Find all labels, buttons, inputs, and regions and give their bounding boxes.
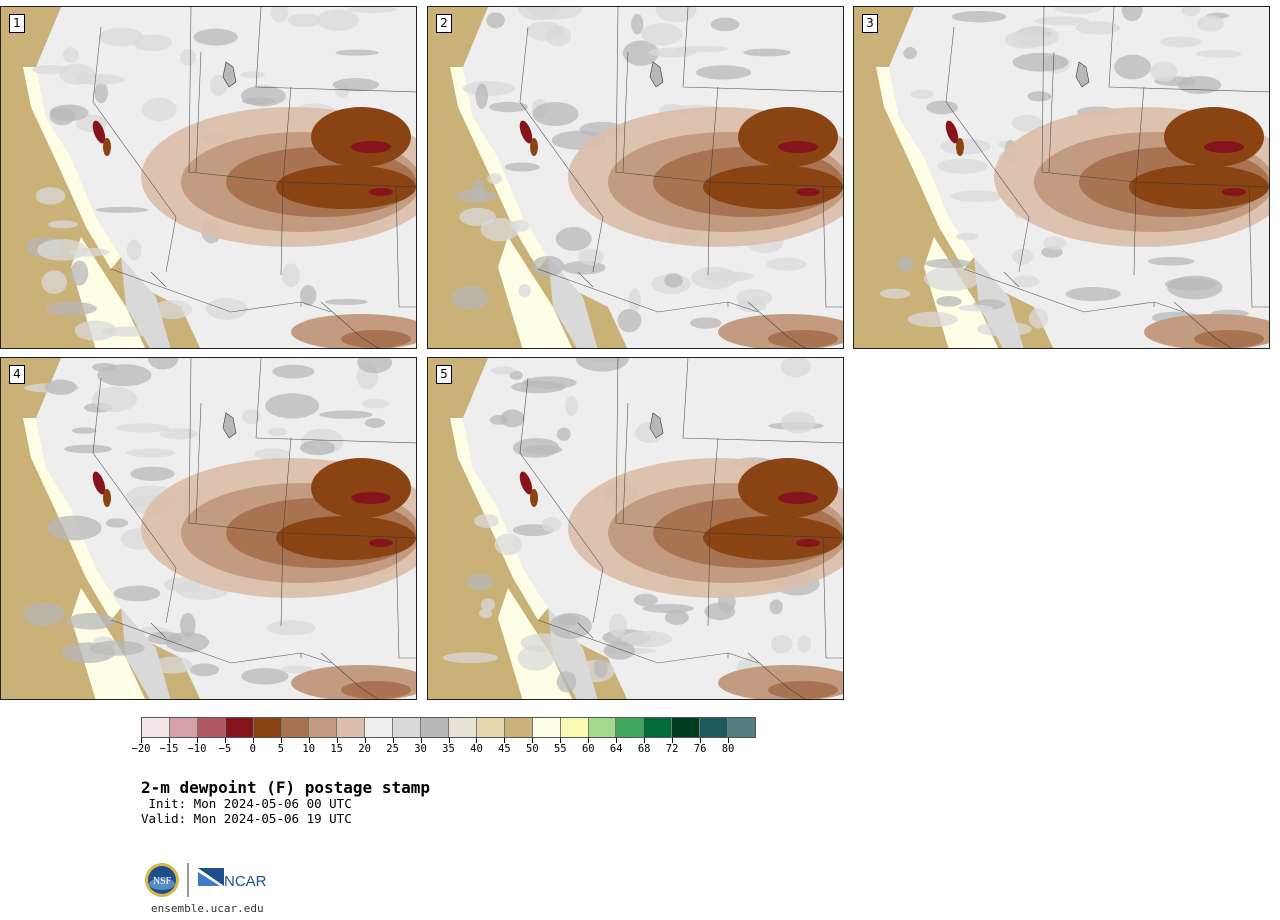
colorbar-tick <box>420 738 422 743</box>
dewpoint-map <box>1 7 416 348</box>
colorbar-swatch <box>337 718 366 737</box>
colorbar-swatch <box>504 718 533 737</box>
colorbar-swatch <box>281 718 310 737</box>
colorbar-tick-label: 40 <box>470 743 483 755</box>
colorbar-swatch <box>197 718 226 737</box>
colorbar-tick <box>504 738 506 743</box>
colorbar-swatch <box>728 718 755 737</box>
dewpoint-map <box>428 358 843 699</box>
colorbar-tick-label: 0 <box>249 743 256 755</box>
colorbar-tick-label: 55 <box>553 743 567 755</box>
colorbar-swatch <box>672 718 701 737</box>
figure-title: 2-m dewpoint (F) postage stamp <box>141 778 430 797</box>
colorbar-tick-label: 76 <box>693 743 707 755</box>
colorbar-tick-label: 10 <box>302 743 316 755</box>
colorbar-tick <box>141 738 142 743</box>
colorbar-tick-label: 5 <box>277 743 284 755</box>
member-panel-2: 2 <box>427 6 844 349</box>
colorbar-tick <box>280 738 282 743</box>
colorbar-tick-label: −5 <box>218 743 232 755</box>
member-panel-4: 4 <box>0 357 417 700</box>
colorbar-tick <box>364 738 366 743</box>
colorbar-tick <box>560 738 562 743</box>
member-label: 5 <box>436 365 452 384</box>
colorbar-tick <box>168 738 170 743</box>
ncar-logo: NCAR <box>198 868 267 890</box>
colorbar-swatch <box>421 718 449 737</box>
nsf-text: NSF <box>153 876 172 887</box>
colorbar-tick-label: −20 <box>131 743 151 755</box>
colorbar-tick <box>336 738 338 743</box>
colorbar-swatch <box>142 718 170 737</box>
logos: NSF NCAR <box>144 860 284 900</box>
colorbar-tick <box>392 738 394 743</box>
colorbar-swatch <box>253 718 282 737</box>
colorbar-tick-label: 68 <box>637 743 651 755</box>
colorbar-swatch <box>532 718 561 737</box>
colorbar-tick <box>700 738 702 743</box>
colorbar-tick <box>308 738 310 743</box>
colorbar-tick <box>448 738 450 743</box>
colorbar-tick <box>252 738 254 743</box>
colorbar-tick-label: −10 <box>187 743 207 755</box>
colorbar-swatch <box>560 718 589 737</box>
colorbar-ticks: −20 −15 −10 −5 0 5 10 15 20 25 30 35 40 45 50 55 60 64 68 7… <box>132 738 756 758</box>
colorbar-swatch <box>365 718 394 737</box>
colorbar-tick <box>588 738 590 743</box>
dewpoint-map <box>1 358 416 699</box>
colorbar-tick <box>672 738 674 743</box>
init-time: Init: Mon 2024-05-06 00 UTC <box>141 796 352 811</box>
colorbar-tick-label: 45 <box>498 743 511 755</box>
colorbar-swatch <box>616 718 645 737</box>
colorbar-tick-label: −15 <box>159 743 179 755</box>
colorbar-swatch <box>225 718 254 737</box>
dewpoint-map <box>428 7 843 348</box>
member-panel-1: 1 <box>0 6 417 349</box>
colorbar-tick <box>476 738 478 743</box>
colorbar-tick <box>196 738 198 743</box>
colorbar-swatch <box>644 718 673 737</box>
member-panel-5: 5 <box>427 357 844 700</box>
ncar-text: NCAR <box>224 873 267 890</box>
dewpoint-map <box>854 7 1269 348</box>
member-panel-3: 3 <box>853 6 1270 349</box>
colorbar-tick-label: 60 <box>581 743 595 755</box>
colorbar-tick-label: 64 <box>609 743 623 755</box>
colorbar-swatch <box>448 718 477 737</box>
colorbar-tick-label: 35 <box>442 743 455 755</box>
colorbar-swatch <box>700 718 729 737</box>
colorbar-tick <box>532 738 534 743</box>
website-url: ensemble.ucar.edu <box>151 902 264 915</box>
colorbar-tick-label: 15 <box>330 743 343 755</box>
colorbar-tick <box>224 738 226 743</box>
colorbar-tick-label: 30 <box>414 743 427 755</box>
colorbar-swatch <box>169 718 198 737</box>
colorbar-swatch <box>588 718 617 737</box>
colorbar-swatch <box>393 718 422 737</box>
colorbar-tick-label: 80 <box>721 743 735 755</box>
member-label: 2 <box>436 14 452 33</box>
colorbar-tick <box>728 738 730 743</box>
member-label: 4 <box>9 365 25 384</box>
colorbar-swatch <box>476 718 505 737</box>
colorbar-tick-label: 72 <box>665 743 679 755</box>
member-label: 3 <box>862 14 878 33</box>
colorbar-tick-label: 25 <box>386 743 399 755</box>
colorbar <box>141 717 756 738</box>
colorbar-tick <box>616 738 618 743</box>
colorbar-swatch <box>309 718 338 737</box>
colorbar-tick-label: 20 <box>358 743 371 755</box>
member-label: 1 <box>9 14 25 33</box>
valid-time: Valid: Mon 2024-05-06 19 UTC <box>141 811 352 826</box>
colorbar-tick <box>644 738 646 743</box>
nsf-logo: NSF <box>145 863 179 897</box>
colorbar-tick-label: 50 <box>526 743 539 755</box>
